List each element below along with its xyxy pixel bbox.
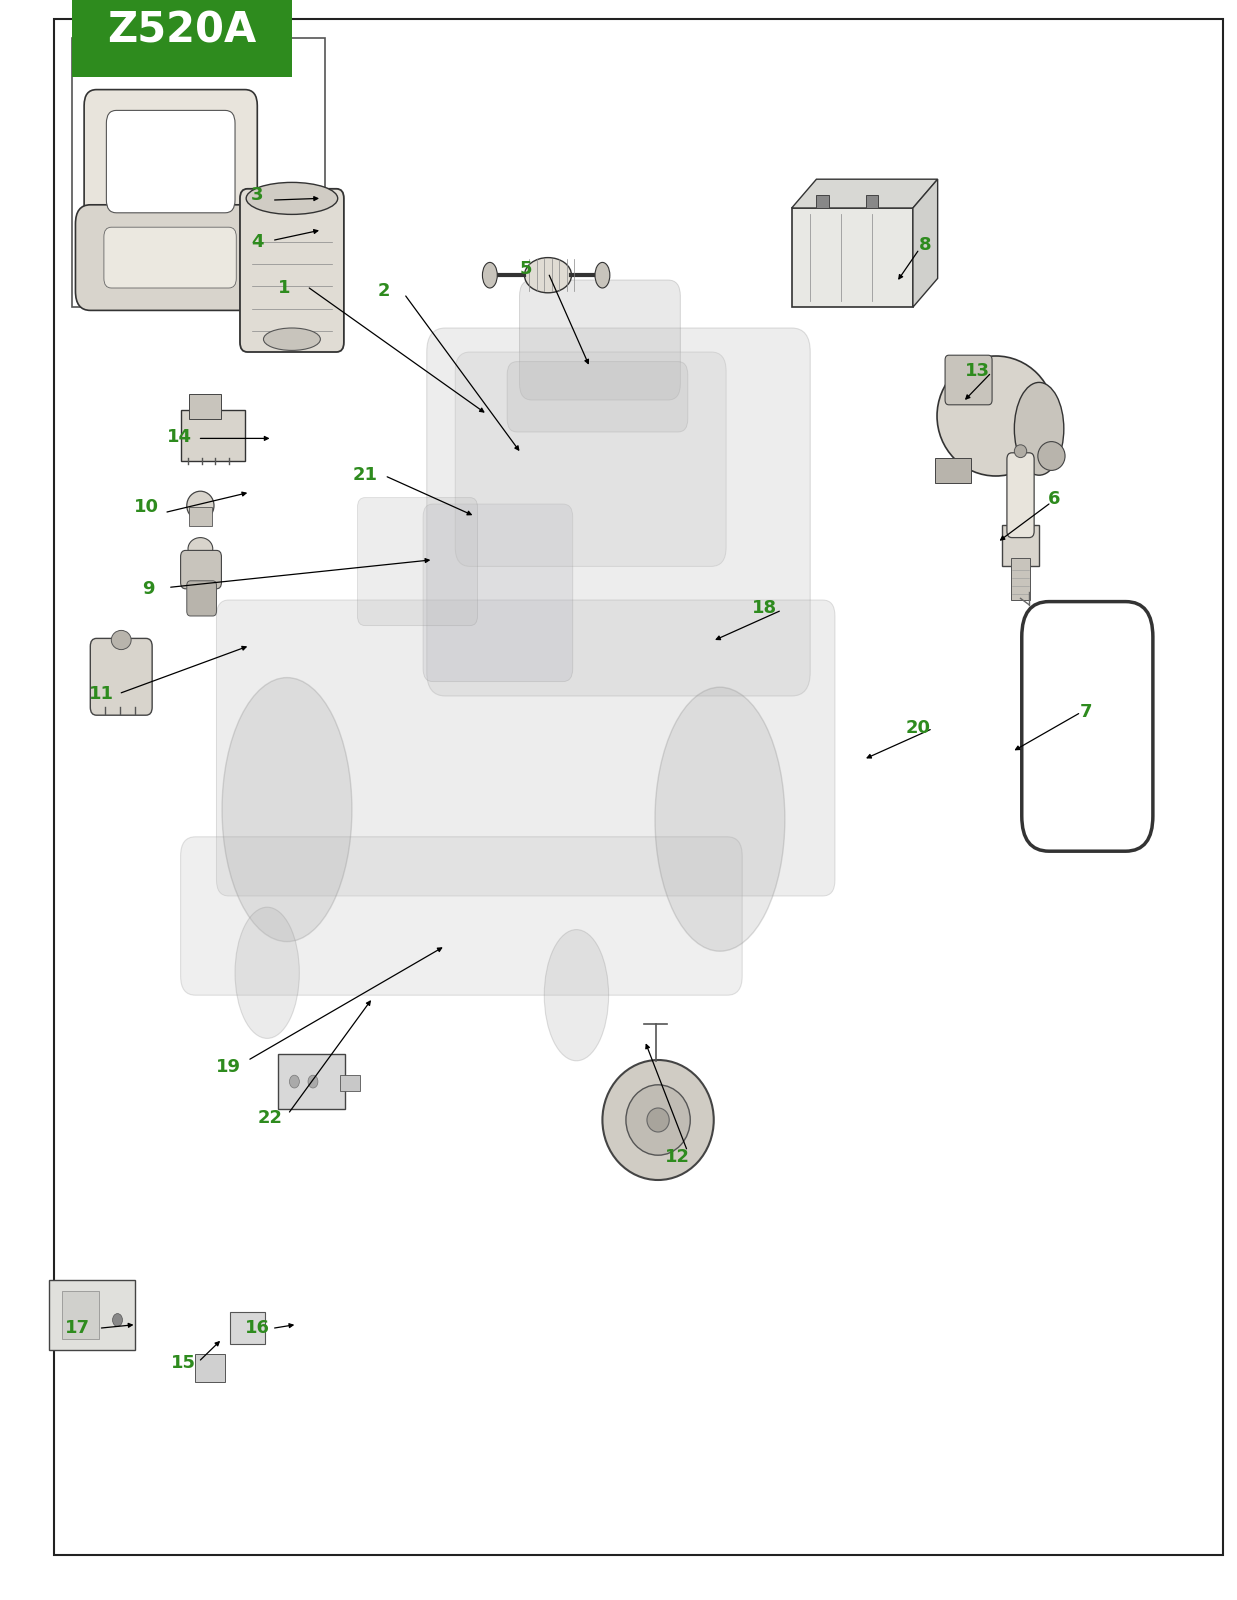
- Ellipse shape: [626, 1085, 690, 1155]
- Bar: [866, 195, 878, 208]
- FancyBboxPatch shape: [520, 280, 680, 400]
- Ellipse shape: [544, 930, 609, 1061]
- FancyBboxPatch shape: [1002, 525, 1039, 566]
- Ellipse shape: [482, 262, 497, 288]
- Text: 5: 5: [520, 259, 532, 278]
- Text: 2: 2: [377, 282, 390, 301]
- Ellipse shape: [308, 1075, 318, 1088]
- Text: 12: 12: [666, 1147, 690, 1166]
- FancyBboxPatch shape: [104, 227, 236, 288]
- Ellipse shape: [187, 491, 214, 520]
- FancyBboxPatch shape: [935, 458, 971, 483]
- Text: 4: 4: [251, 232, 263, 251]
- FancyBboxPatch shape: [90, 638, 152, 715]
- FancyBboxPatch shape: [49, 1280, 135, 1350]
- Ellipse shape: [1038, 442, 1065, 470]
- Ellipse shape: [524, 258, 571, 293]
- Text: 13: 13: [965, 362, 990, 381]
- FancyBboxPatch shape: [230, 1312, 265, 1344]
- Ellipse shape: [188, 538, 213, 560]
- Polygon shape: [913, 179, 938, 307]
- Text: 14: 14: [167, 427, 192, 446]
- Text: 3: 3: [251, 186, 263, 205]
- Text: 18: 18: [752, 598, 777, 618]
- Ellipse shape: [263, 328, 320, 350]
- Ellipse shape: [1014, 445, 1027, 458]
- FancyBboxPatch shape: [187, 581, 216, 616]
- Text: 22: 22: [257, 1109, 282, 1128]
- Ellipse shape: [246, 182, 338, 214]
- FancyBboxPatch shape: [181, 837, 742, 995]
- FancyBboxPatch shape: [181, 550, 221, 589]
- FancyBboxPatch shape: [792, 208, 913, 307]
- Text: 10: 10: [134, 498, 158, 517]
- Bar: [816, 195, 829, 208]
- Text: 8: 8: [919, 235, 931, 254]
- Text: 6: 6: [1048, 490, 1060, 509]
- Ellipse shape: [235, 907, 299, 1038]
- Ellipse shape: [1014, 382, 1064, 475]
- Text: 15: 15: [171, 1354, 195, 1373]
- Text: 7: 7: [1080, 702, 1092, 722]
- FancyBboxPatch shape: [455, 352, 726, 566]
- Text: 16: 16: [245, 1318, 270, 1338]
- Ellipse shape: [938, 357, 1054, 477]
- Text: 11: 11: [89, 685, 114, 704]
- Text: 20: 20: [905, 718, 930, 738]
- FancyBboxPatch shape: [357, 498, 477, 626]
- Ellipse shape: [595, 262, 610, 288]
- FancyBboxPatch shape: [216, 600, 835, 896]
- Ellipse shape: [111, 630, 131, 650]
- FancyBboxPatch shape: [106, 110, 235, 213]
- FancyBboxPatch shape: [507, 362, 688, 432]
- FancyBboxPatch shape: [278, 1054, 345, 1109]
- Text: 21: 21: [353, 466, 377, 485]
- Ellipse shape: [289, 1075, 299, 1088]
- Bar: [62, 1291, 99, 1339]
- FancyBboxPatch shape: [1011, 558, 1030, 600]
- FancyBboxPatch shape: [75, 205, 266, 310]
- Text: 17: 17: [66, 1318, 90, 1338]
- FancyBboxPatch shape: [423, 504, 573, 682]
- Text: 19: 19: [216, 1058, 241, 1077]
- Bar: [72, 38, 325, 307]
- FancyBboxPatch shape: [189, 394, 221, 419]
- Ellipse shape: [223, 677, 353, 941]
- Ellipse shape: [656, 688, 784, 950]
- Ellipse shape: [602, 1059, 714, 1181]
- FancyBboxPatch shape: [945, 355, 992, 405]
- Text: Z520A: Z520A: [108, 10, 256, 51]
- Ellipse shape: [647, 1107, 669, 1133]
- FancyBboxPatch shape: [189, 507, 212, 526]
- FancyBboxPatch shape: [181, 410, 245, 461]
- Text: 1: 1: [278, 278, 291, 298]
- FancyBboxPatch shape: [427, 328, 810, 696]
- Bar: [72, 0, 292, 77]
- Bar: [340, 1075, 360, 1091]
- Polygon shape: [792, 179, 938, 208]
- FancyBboxPatch shape: [84, 90, 257, 230]
- FancyBboxPatch shape: [195, 1354, 225, 1382]
- Text: 9: 9: [142, 579, 155, 598]
- FancyBboxPatch shape: [1007, 453, 1034, 538]
- Ellipse shape: [113, 1314, 122, 1326]
- FancyBboxPatch shape: [240, 189, 344, 352]
